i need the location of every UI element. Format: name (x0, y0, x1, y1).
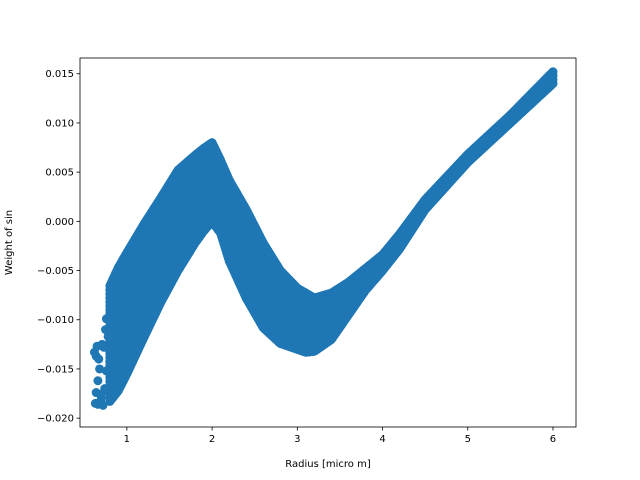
scatter-layer (89, 67, 558, 410)
